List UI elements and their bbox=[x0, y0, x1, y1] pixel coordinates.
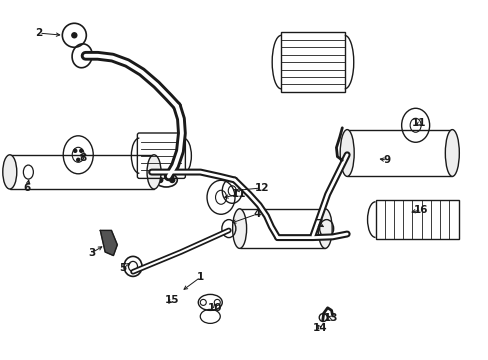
Circle shape bbox=[77, 158, 80, 161]
Text: 2: 2 bbox=[36, 28, 42, 38]
Text: 9: 9 bbox=[383, 155, 390, 165]
Text: 12: 12 bbox=[254, 183, 268, 193]
Bar bbox=[346, 130, 451, 176]
Ellipse shape bbox=[340, 130, 353, 176]
Text: 4: 4 bbox=[252, 209, 260, 219]
Text: 8: 8 bbox=[80, 153, 86, 163]
Text: 11: 11 bbox=[231, 189, 245, 199]
Circle shape bbox=[158, 177, 163, 183]
Circle shape bbox=[169, 177, 174, 183]
Circle shape bbox=[72, 33, 77, 38]
Text: 14: 14 bbox=[312, 323, 327, 333]
Ellipse shape bbox=[3, 155, 17, 189]
Bar bbox=[10, 155, 154, 189]
Circle shape bbox=[80, 149, 82, 152]
Text: 5: 5 bbox=[120, 263, 126, 273]
Text: 11: 11 bbox=[411, 118, 426, 128]
Text: 15: 15 bbox=[164, 294, 179, 305]
Text: 3: 3 bbox=[88, 248, 95, 258]
Text: 13: 13 bbox=[324, 312, 338, 323]
Ellipse shape bbox=[147, 155, 161, 189]
Bar bbox=[375, 200, 458, 239]
Circle shape bbox=[74, 149, 77, 152]
Bar bbox=[281, 32, 344, 92]
Bar bbox=[239, 209, 325, 248]
Text: 16: 16 bbox=[413, 204, 428, 215]
Ellipse shape bbox=[445, 130, 458, 176]
Ellipse shape bbox=[232, 209, 246, 248]
Text: 6: 6 bbox=[24, 183, 31, 193]
Text: 7: 7 bbox=[314, 219, 322, 229]
Polygon shape bbox=[100, 230, 117, 256]
Text: 10: 10 bbox=[207, 303, 222, 313]
Ellipse shape bbox=[318, 209, 331, 248]
Text: 1: 1 bbox=[197, 272, 203, 282]
